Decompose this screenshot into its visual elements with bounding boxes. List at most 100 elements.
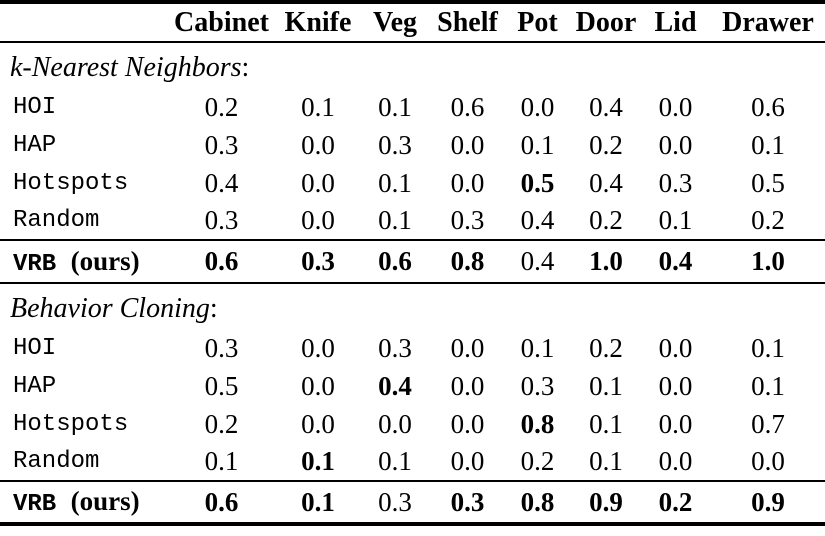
table-row: Hotspots 0.4 0.0 0.1 0.0 0.5 0.4 0.3 0.5 — [0, 164, 825, 202]
value-cell: 0.0 — [450, 129, 485, 160]
summary-row: VRB (ours) 0.6 0.3 0.6 0.8 0.4 1.0 0.4 1.0 — [0, 240, 825, 283]
table-row: HAP 0.5 0.0 0.4 0.0 0.3 0.1 0.0 0.1 — [0, 367, 825, 405]
summary-value-cell: 0.2 — [658, 486, 693, 517]
column-header-cabinet: Cabinet — [174, 6, 269, 38]
value-cell: 0.5 — [751, 167, 785, 198]
value-cell: 0.5 — [204, 370, 239, 401]
value-cell: 0.2 — [520, 446, 555, 476]
table-row: HAP 0.3 0.0 0.3 0.0 0.1 0.2 0.0 0.1 — [0, 126, 825, 164]
section-label-row: Behavior Cloning: — [0, 283, 825, 329]
value-cell: 0.0 — [301, 332, 335, 363]
column-header-drawer: Drawer — [722, 6, 814, 38]
value-cell: 0.0 — [658, 332, 693, 363]
value-cell: 0.1 — [378, 91, 412, 122]
value-cell: 0.1 — [520, 332, 555, 363]
value-cell: 0.0 — [658, 91, 693, 122]
table-row: HOI 0.2 0.1 0.1 0.6 0.0 0.4 0.0 0.6 — [0, 88, 825, 126]
value-cell: 0.0 — [450, 370, 485, 401]
value-cell: 0.3 — [204, 129, 239, 160]
summary-value-cell: 0.9 — [751, 486, 785, 517]
value-cell: 0.3 — [204, 332, 239, 363]
value-cell: 0.0 — [378, 408, 412, 439]
value-cell: 0.1 — [204, 446, 239, 476]
value-cell: 0.0 — [450, 446, 485, 476]
value-cell: 0.0 — [450, 408, 485, 439]
table-row: Random 0.3 0.0 0.1 0.3 0.4 0.2 0.1 0.2 — [0, 202, 825, 240]
section-label-colon: : — [209, 292, 218, 324]
summary-method-note: (ours) — [70, 245, 140, 276]
table-header: Cabinet Knife Veg Shelf Pot Door Lid Drawer — [0, 2, 825, 42]
value-cell: 0.1 — [589, 446, 623, 476]
value-cell: 0.1 — [751, 370, 785, 401]
column-header-veg: Veg — [372, 6, 418, 38]
table-row: HOI 0.3 0.0 0.3 0.0 0.1 0.2 0.0 0.1 — [0, 329, 825, 367]
method-label: HOI — [13, 93, 57, 121]
value-cell: 0.6 — [450, 91, 485, 122]
value-cell: 0.0 — [301, 370, 335, 401]
header-row: Cabinet Knife Veg Shelf Pot Door Lid Drawer — [0, 2, 825, 42]
summary-value-cell: 0.4 — [658, 246, 693, 276]
summary-value-cell: 0.6 — [204, 486, 239, 517]
table-row: Random 0.1 0.1 0.1 0.0 0.2 0.1 0.0 0.0 — [0, 443, 825, 481]
value-cell: 0.2 — [204, 408, 239, 439]
method-label: HAP — [13, 372, 57, 400]
value-cell: 0.1 — [378, 167, 412, 198]
header-empty-cell — [0, 2, 165, 42]
value-cell: 0.2 — [204, 91, 239, 122]
summary-method-note: (ours) — [70, 486, 140, 516]
method-label: HAP — [13, 131, 57, 159]
value-cell: 0.3 — [520, 370, 555, 401]
method-label: Hotspots — [13, 410, 129, 438]
value-cell: 0.0 — [658, 446, 693, 476]
summary-value-cell: 0.8 — [520, 486, 555, 517]
value-cell: 0.0 — [301, 408, 335, 439]
value-cell: 0.1 — [520, 129, 555, 160]
value-cell: 0.0 — [520, 91, 555, 122]
summary-row: VRB (ours) 0.6 0.1 0.3 0.3 0.8 0.9 0.2 0.9 — [0, 481, 825, 524]
section-label: Behavior Cloning — [10, 292, 210, 324]
value-cell: 0.0 — [301, 167, 335, 198]
column-header-shelf: Shelf — [437, 6, 498, 38]
value-cell: 0.0 — [450, 332, 485, 363]
section-label: k-Nearest Neighbors — [10, 51, 242, 83]
section-label-cell: Behavior Cloning: — [0, 283, 825, 329]
table-row: Hotspots 0.2 0.0 0.0 0.0 0.8 0.1 0.0 0.7 — [0, 405, 825, 443]
value-cell: 0.1 — [301, 91, 335, 122]
value-cell: 0.6 — [751, 91, 785, 122]
value-cell: 0.2 — [589, 205, 623, 235]
summary-value-cell: 0.8 — [450, 246, 485, 276]
value-cell: 0.4 — [520, 205, 555, 235]
value-cell: 0.7 — [751, 408, 785, 439]
section-label-row: k-Nearest Neighbors: — [0, 42, 825, 88]
value-cell: 0.3 — [378, 129, 412, 160]
summary-value-cell: 1.0 — [751, 246, 785, 276]
column-header-pot: Pot — [517, 6, 558, 38]
value-cell: 0.1 — [301, 446, 335, 476]
value-cell: 0.0 — [658, 370, 693, 401]
value-cell: 0.0 — [301, 205, 335, 235]
column-header-lid: Lid — [654, 6, 697, 38]
summary-value-cell: 1.0 — [589, 246, 623, 276]
value-cell: 0.3 — [204, 205, 239, 235]
value-cell: 0.4 — [589, 91, 623, 122]
summary-method-name: VRB — [13, 491, 57, 518]
value-cell: 0.1 — [658, 205, 693, 235]
summary-method-name: VRB — [13, 250, 57, 278]
value-cell: 0.1 — [378, 446, 412, 476]
value-cell: 0.4 — [589, 167, 623, 198]
value-cell: 0.1 — [378, 205, 412, 235]
value-cell: 0.1 — [751, 332, 785, 363]
section-bc: Behavior Cloning: HOI 0.3 0.0 0.3 0.0 0.1 0.2 0.… — [0, 283, 825, 524]
summary-value-cell: 0.3 — [301, 246, 335, 276]
value-cell: 0.0 — [301, 129, 335, 160]
summary-value-cell: 0.4 — [520, 246, 555, 276]
value-cell: 0.0 — [751, 446, 785, 476]
value-cell: 0.1 — [751, 129, 785, 160]
value-cell: 0.3 — [450, 205, 485, 235]
section-label-cell: k-Nearest Neighbors: — [0, 42, 825, 88]
section-knn: k-Nearest Neighbors: HOI 0.2 0.1 0.1 0.6 0.0 0.… — [0, 42, 825, 283]
section-label-colon: : — [241, 51, 250, 83]
method-label: Random — [13, 207, 100, 234]
value-cell: 0.3 — [658, 167, 693, 198]
